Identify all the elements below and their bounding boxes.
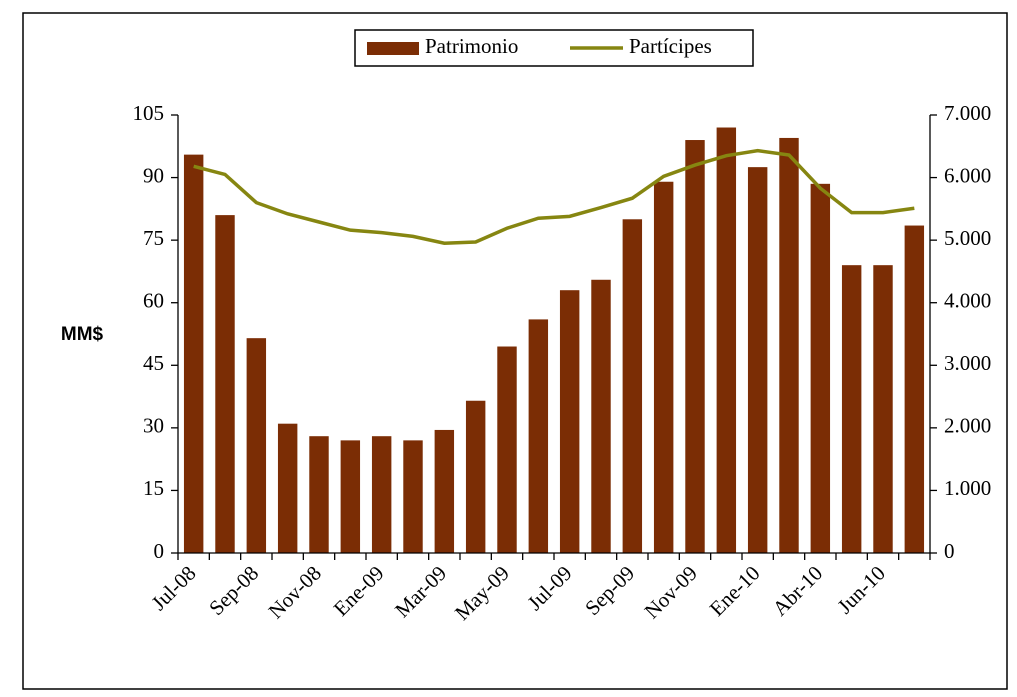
bar <box>277 423 298 553</box>
bar <box>841 265 862 553</box>
y-tick-label: 90 <box>143 163 164 187</box>
bar <box>528 319 549 553</box>
chart-border <box>22 12 1008 690</box>
legend-box <box>354 29 754 67</box>
bar <box>434 429 455 553</box>
y2-tick-label: 5.000 <box>944 226 991 250</box>
bar <box>215 215 235 553</box>
x-tick-label: Nov-09 <box>640 561 702 623</box>
legend-label: Partícipes <box>629 34 712 58</box>
bar <box>810 183 831 554</box>
y2-tick-label: 6.000 <box>944 163 991 187</box>
bar <box>183 154 204 553</box>
bar <box>873 265 893 553</box>
x-tick-label: Mar-09 <box>390 561 451 622</box>
x-tick-label: Nov-08 <box>264 561 326 623</box>
line <box>193 148 915 246</box>
x-tick-label: Jul-09 <box>523 561 577 615</box>
y2-tick-label: 3.000 <box>944 351 991 375</box>
x-tick-label: Jun-10 <box>833 561 890 618</box>
y2-tick-label: 2.000 <box>944 414 991 438</box>
bar <box>403 440 423 553</box>
x-tick-label: Ene-10 <box>705 561 765 621</box>
x-tick-label: Ene-09 <box>329 561 389 621</box>
bar <box>309 436 329 553</box>
legend-swatch <box>367 42 419 55</box>
bar <box>246 338 267 553</box>
x-tick-label: Sep-09 <box>580 561 639 620</box>
y-tick-label: 60 <box>143 289 164 313</box>
x-tick-label: Abr-10 <box>768 561 828 621</box>
y-tick-label: 105 <box>133 101 165 125</box>
y-tick-label: 15 <box>143 476 164 500</box>
y2-tick-label: 4.000 <box>944 289 991 313</box>
bar <box>716 127 737 553</box>
y-tick-label: 75 <box>143 226 164 250</box>
y2-tick-label: 1.000 <box>944 476 991 500</box>
bar <box>685 140 705 553</box>
bar <box>465 400 486 553</box>
x-tick-label: Jul-08 <box>147 561 201 615</box>
bar <box>747 167 768 553</box>
bar <box>591 279 611 553</box>
y2-tick-label: 0 <box>944 539 955 563</box>
legend-label: Patrimonio <box>425 34 518 58</box>
y2-tick-label: 7.000 <box>944 101 991 125</box>
y-tick-label: 0 <box>154 539 165 563</box>
bar <box>371 436 392 553</box>
bar <box>653 181 674 553</box>
bar <box>497 346 517 553</box>
bar <box>340 440 361 553</box>
bar <box>559 290 580 553</box>
y-axis-label: MM$ <box>61 324 104 345</box>
y-tick-label: 45 <box>143 351 164 375</box>
x-tick-label: Sep-08 <box>204 561 263 620</box>
bar <box>622 219 643 554</box>
bar <box>904 225 925 554</box>
x-tick-label: May-09 <box>450 561 514 625</box>
y-tick-label: 30 <box>143 414 164 438</box>
bar <box>779 137 799 553</box>
